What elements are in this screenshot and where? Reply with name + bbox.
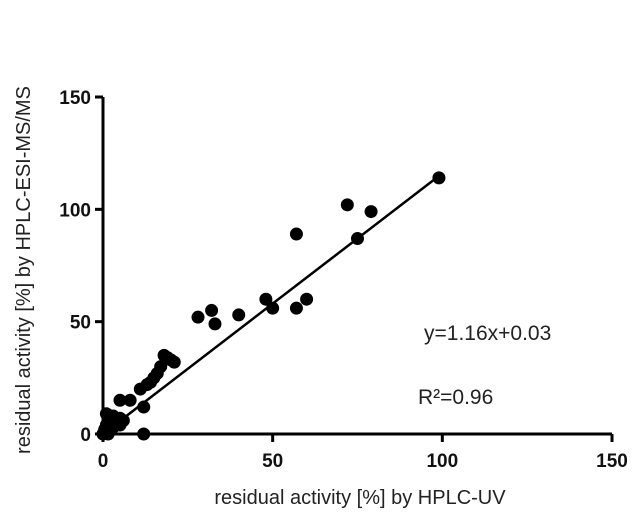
x-tick-label: 50 — [262, 451, 283, 472]
data-point — [191, 310, 205, 324]
y-ticks: 0 50 100 150 — [59, 88, 103, 446]
y-tick-label: 50 — [70, 313, 91, 334]
data-point — [340, 198, 354, 212]
data-point — [154, 360, 168, 374]
data-point — [208, 317, 222, 331]
data-point — [364, 205, 378, 219]
data-point — [116, 414, 130, 428]
x-axis-title: residual activity [%] by HPLC-UV — [214, 487, 506, 509]
y-tick-label: 100 — [59, 200, 91, 221]
x-tick-label: 100 — [426, 451, 458, 472]
x-tick-label: 0 — [98, 451, 109, 472]
axes — [101, 97, 612, 436]
y-tick-label: 150 — [59, 88, 91, 109]
equation-annotation: y=1.16x+0.03 — [424, 322, 551, 345]
data-point — [167, 355, 181, 369]
data-point — [432, 171, 446, 185]
x-tick-label: 150 — [596, 451, 628, 472]
y-axis-title: residual activity [%] by HPLC-ESI-MS/MS — [13, 86, 35, 454]
data-point — [259, 292, 273, 306]
data-point — [289, 301, 303, 315]
data-point — [266, 301, 280, 315]
data-point — [113, 393, 127, 407]
y-tick-label: 0 — [80, 425, 91, 446]
data-point — [137, 400, 151, 414]
r-squared-annotation: R²=0.96 — [418, 386, 493, 409]
data-point — [300, 292, 314, 306]
data-point — [351, 232, 364, 246]
data-point — [137, 427, 151, 441]
data-point — [205, 303, 219, 317]
data-point — [289, 227, 303, 241]
data-point — [232, 308, 246, 322]
x-ticks: 0 50 100 150 — [98, 434, 628, 472]
data-points — [96, 171, 446, 441]
data-point — [123, 393, 137, 407]
